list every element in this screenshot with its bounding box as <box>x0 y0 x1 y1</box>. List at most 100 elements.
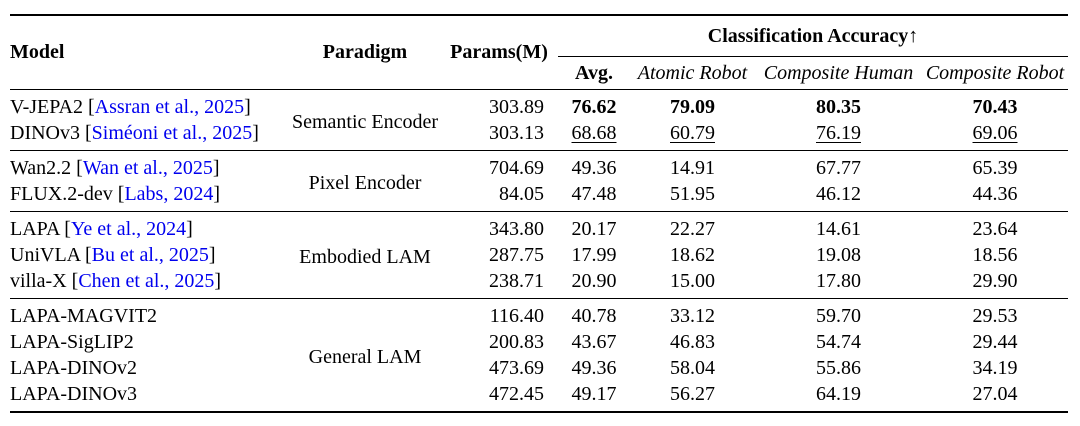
accuracy-value-cell: 18.62 <box>670 244 715 266</box>
accuracy-value-cell: 65.39 <box>972 157 1018 179</box>
model-cell: LAPA [Ye et al., 2024] <box>10 218 193 240</box>
paradigm-group: LAPA [Ye et al., 2024] Embodied LAM 343.80… <box>10 211 1069 299</box>
accuracy-value-cell: 54.74 <box>816 331 861 353</box>
model-cell: V-JEPA2 [Assran et al., 2025] <box>10 96 251 118</box>
accuracy-value-cell: 64.19 <box>816 383 861 405</box>
table-row: LAPA-SigLIP2 200.83 43.67 46.83 54.74 29.44 <box>10 329 1068 355</box>
accuracy-group-label: Classification Accuracy <box>707 24 909 47</box>
paradigm-cell: Embodied LAM <box>299 246 431 268</box>
model-name: FLUX.2-dev <box>10 183 113 205</box>
accuracy-value-cell: 14.91 <box>670 157 715 179</box>
params-cell: 472.45 <box>489 383 544 405</box>
model-cell: Wan2.2 [Wan et al., 2025] <box>10 157 220 179</box>
table-header: Model Paradigm Params(M) Classification … <box>10 15 1069 90</box>
citation-link[interactable]: Labs, 2024 <box>124 183 214 205</box>
params-cell: 116.40 <box>489 305 544 327</box>
accuracy-value-cell: 17.99 <box>571 244 617 266</box>
paradigm-group: V-JEPA2 [Assran et al., 2025] Semantic En… <box>10 90 1068 151</box>
table-row: LAPA [Ye et al., 2024] Embodied LAM 343.80… <box>10 212 1068 268</box>
accuracy-value-cell: 59.70 <box>816 305 861 327</box>
model-name: LAPA <box>10 218 60 240</box>
accuracy-value-cell: 69.06 <box>972 122 1018 144</box>
accuracy-value-cell: 40.78 <box>571 305 617 327</box>
citation-link[interactable]: Siméoni et al., 2025 <box>91 122 253 144</box>
accuracy-value-cell: 76.62 <box>571 96 617 118</box>
citation-link[interactable]: Chen et al., 2025 <box>78 270 215 292</box>
column-header-accuracy-group: Classification Accuracy↑ <box>558 15 1069 57</box>
table-row: villa-X [Chen et al., 2025] 238.71 20.90 15… <box>10 268 1068 299</box>
paradigm-group: Wan2.2 [Wan et al., 2025] Pixel Encoder 70… <box>10 150 1069 212</box>
results-table: Model Paradigm Params(M) Classification … <box>10 14 1069 413</box>
model-name: LAPA-SigLIP2 <box>10 331 134 353</box>
model-name: LAPA-MAGVIT2 <box>10 305 158 327</box>
accuracy-value-cell: 44.36 <box>972 183 1018 205</box>
header-row-sub: Avg. Atomic Robot Composite Human Compos… <box>10 57 1068 90</box>
params-cell: 84.05 <box>499 183 544 205</box>
params-cell: 303.13 <box>489 122 544 144</box>
table-row: DINOv3 [Siméoni et al., 2025] 303.13 68.68… <box>10 120 1068 151</box>
accuracy-value-cell: 22.27 <box>670 218 715 240</box>
citation-link[interactable]: Bu et al., 2025 <box>91 244 209 266</box>
header-row-top: Model Paradigm Params(M) Classification … <box>10 15 1069 63</box>
model-name: V-JEPA2 <box>10 96 83 118</box>
model-cell: villa-X [Chen et al., 2025] <box>10 270 222 292</box>
column-header-model: Model <box>10 41 65 63</box>
model-cell: LAPA-DINOv3 <box>10 381 290 412</box>
accuracy-value-cell: 49.36 <box>571 357 617 379</box>
accuracy-value-cell: 68.68 <box>571 122 617 144</box>
column-header-atomic-robot: Atomic Robot <box>637 61 748 84</box>
accuracy-value-cell: 34.19 <box>972 357 1018 379</box>
model-name: villa-X <box>10 270 67 292</box>
model-name: Wan2.2 <box>10 157 72 179</box>
paradigm-group: LAPA-MAGVIT2 General LAM 116.40 40.78 33.12 5… <box>10 298 1069 413</box>
accuracy-value-cell: 47.48 <box>571 183 617 205</box>
paradigm-cell: Semantic Encoder <box>291 111 439 133</box>
citation-link[interactable]: Assran et al., 2025 <box>94 96 245 118</box>
accuracy-value-cell: 19.08 <box>816 244 861 266</box>
params-cell: 473.69 <box>489 357 544 379</box>
accuracy-value-cell: 18.56 <box>972 244 1018 266</box>
accuracy-value-cell: 29.44 <box>972 331 1018 353</box>
column-header-avg: Avg. <box>575 61 613 84</box>
model-cell: LAPA-DINOv2 <box>10 355 290 381</box>
up-arrow-icon: ↑ <box>908 24 919 47</box>
accuracy-value-cell: 33.12 <box>670 305 715 327</box>
citation-link[interactable]: Wan et al., 2025 <box>82 157 213 179</box>
paradigm-cell: General LAM <box>308 346 422 368</box>
accuracy-value-cell: 46.83 <box>670 331 715 353</box>
accuracy-value-cell: 56.27 <box>670 383 715 405</box>
accuracy-value-cell: 70.43 <box>972 96 1018 118</box>
model-cell: LAPA-SigLIP2 <box>10 329 290 355</box>
params-cell: 303.89 <box>489 96 544 118</box>
model-name: DINOv3 <box>10 122 80 144</box>
params-cell: 238.71 <box>489 270 544 292</box>
accuracy-value-cell: 51.95 <box>670 183 715 205</box>
paper-table-region: Model Paradigm Params(M) Classification … <box>10 14 1069 413</box>
accuracy-value-cell: 49.17 <box>571 383 617 405</box>
citation-link[interactable]: Ye et al., 2024 <box>70 218 187 240</box>
model-cell: FLUX.2-dev [Labs, 2024] <box>10 183 220 205</box>
table-row: FLUX.2-dev [Labs, 2024] 84.05 47.48 51.95 46… <box>10 181 1068 212</box>
paradigm-cell: Pixel Encoder <box>308 172 422 194</box>
accuracy-value-cell: 46.12 <box>816 183 861 205</box>
model-cell: DINOv3 [Siméoni et al., 2025] <box>10 122 259 144</box>
table-row: V-JEPA2 [Assran et al., 2025] Semantic En… <box>10 90 1068 133</box>
accuracy-value-cell: 15.00 <box>670 270 715 292</box>
accuracy-value-cell: 29.53 <box>972 305 1018 327</box>
accuracy-value-cell: 67.77 <box>816 157 861 179</box>
table-row: Wan2.2 [Wan et al., 2025] Pixel Encoder 70… <box>10 151 1068 194</box>
model-name: UniVLA <box>10 244 80 266</box>
accuracy-value-cell: 76.19 <box>816 122 861 144</box>
table-row: LAPA-MAGVIT2 General LAM 116.40 40.78 33.12 5… <box>10 299 1068 368</box>
accuracy-value-cell: 58.04 <box>670 357 715 379</box>
params-cell: 200.83 <box>489 331 544 353</box>
accuracy-value-cell: 29.90 <box>972 270 1018 292</box>
accuracy-value-cell: 27.04 <box>972 383 1018 405</box>
params-cell: 343.80 <box>489 218 544 240</box>
accuracy-value-cell: 20.90 <box>571 270 617 292</box>
accuracy-value-cell: 60.79 <box>670 122 715 144</box>
model-cell: LAPA-MAGVIT2 <box>10 299 290 330</box>
column-header-params: Params(M) <box>450 41 548 63</box>
table-row: UniVLA [Bu et al., 2025] 287.75 17.99 18.62… <box>10 242 1068 268</box>
table-row: LAPA-DINOv2 473.69 49.36 58.04 55.86 34.19 <box>10 355 1068 381</box>
